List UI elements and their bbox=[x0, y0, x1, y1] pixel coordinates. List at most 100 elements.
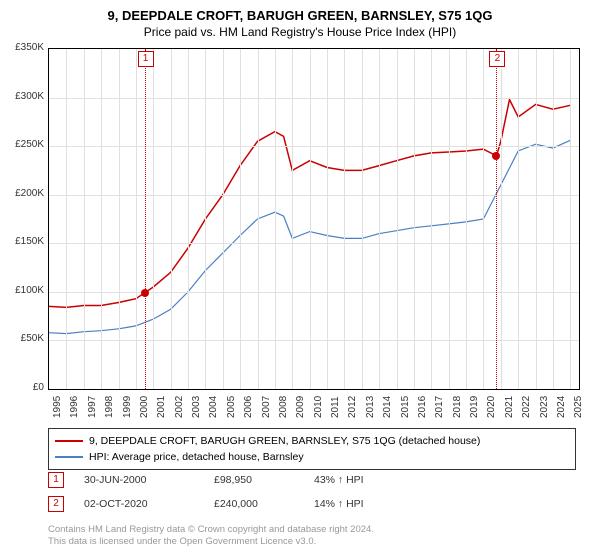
x-axis-label: 2011 bbox=[330, 396, 341, 418]
x-axis-label: 2020 bbox=[486, 396, 497, 418]
page-subtitle: Price paid vs. HM Land Registry's House … bbox=[0, 23, 600, 39]
x-axis-label: 2015 bbox=[400, 396, 411, 418]
sale-vline bbox=[496, 49, 497, 389]
gridline bbox=[205, 49, 206, 389]
gridline bbox=[49, 146, 579, 147]
x-axis-label: 2023 bbox=[539, 396, 550, 418]
gridline bbox=[553, 49, 554, 389]
y-axis-label: £300K bbox=[0, 91, 44, 102]
legend-label: HPI: Average price, detached house, Barn… bbox=[89, 451, 304, 463]
gridline bbox=[518, 49, 519, 389]
x-axis-label: 1995 bbox=[52, 396, 63, 418]
x-axis-label: 2012 bbox=[347, 396, 358, 418]
x-axis-label: 2005 bbox=[226, 396, 237, 418]
table-row: 1 30-JUN-2000 £98,950 43% ↑ HPI bbox=[48, 468, 414, 492]
sale-delta: 14% ↑ HPI bbox=[314, 498, 414, 510]
gridline bbox=[188, 49, 189, 389]
gridline bbox=[49, 195, 579, 196]
page-title: 9, DEEPDALE CROFT, BARUGH GREEN, BARNSLE… bbox=[0, 0, 600, 23]
sale-date: 02-OCT-2020 bbox=[84, 498, 214, 510]
gridline bbox=[414, 49, 415, 389]
gridline bbox=[310, 49, 311, 389]
sale-marker-box: 2 bbox=[489, 51, 505, 67]
sale-price: £98,950 bbox=[214, 474, 314, 486]
x-axis-label: 2008 bbox=[278, 396, 289, 418]
gridline bbox=[570, 49, 571, 389]
x-axis-label: 2013 bbox=[365, 396, 376, 418]
gridline bbox=[449, 49, 450, 389]
y-axis-label: £0 bbox=[0, 382, 44, 393]
x-axis-label: 2009 bbox=[295, 396, 306, 418]
gridline bbox=[240, 49, 241, 389]
gridline bbox=[49, 243, 579, 244]
x-axis-label: 2000 bbox=[139, 396, 150, 418]
gridline bbox=[49, 340, 579, 341]
gridline bbox=[153, 49, 154, 389]
gridline bbox=[84, 49, 85, 389]
gridline bbox=[66, 49, 67, 389]
gridline bbox=[275, 49, 276, 389]
sale-dot-icon bbox=[492, 152, 500, 160]
legend-label: 9, DEEPDALE CROFT, BARUGH GREEN, BARNSLE… bbox=[89, 435, 480, 447]
gridline bbox=[431, 49, 432, 389]
x-axis-label: 2014 bbox=[382, 396, 393, 418]
x-axis-label: 1998 bbox=[104, 396, 115, 418]
gridline bbox=[292, 49, 293, 389]
y-axis-label: £250K bbox=[0, 139, 44, 150]
legend-swatch bbox=[55, 456, 83, 458]
x-axis-label: 2016 bbox=[417, 396, 428, 418]
x-axis-label: 1996 bbox=[69, 396, 80, 418]
gridline bbox=[483, 49, 484, 389]
gridline bbox=[362, 49, 363, 389]
sale-marker-icon: 1 bbox=[48, 472, 64, 488]
footer-attribution: Contains HM Land Registry data © Crown c… bbox=[48, 524, 374, 549]
gridline bbox=[49, 292, 579, 293]
legend-swatch bbox=[55, 440, 83, 442]
gridline bbox=[379, 49, 380, 389]
x-axis-label: 2025 bbox=[573, 396, 584, 418]
sale-vline bbox=[145, 49, 146, 389]
table-row: 2 02-OCT-2020 £240,000 14% ↑ HPI bbox=[48, 492, 414, 516]
gridline bbox=[223, 49, 224, 389]
x-axis-label: 2018 bbox=[452, 396, 463, 418]
x-axis-label: 2022 bbox=[521, 396, 532, 418]
x-axis-label: 2019 bbox=[469, 396, 480, 418]
x-axis-label: 2017 bbox=[434, 396, 445, 418]
sale-marker-icon: 2 bbox=[48, 496, 64, 512]
footer-line: This data is licensed under the Open Gov… bbox=[48, 536, 374, 548]
gridline bbox=[119, 49, 120, 389]
footer-line: Contains HM Land Registry data © Crown c… bbox=[48, 524, 374, 536]
gridline bbox=[536, 49, 537, 389]
y-axis-label: £100K bbox=[0, 285, 44, 296]
sales-table: 1 30-JUN-2000 £98,950 43% ↑ HPI 2 02-OCT… bbox=[48, 468, 414, 516]
gridline bbox=[49, 98, 579, 99]
x-axis-label: 2021 bbox=[504, 396, 515, 418]
gridline bbox=[466, 49, 467, 389]
y-axis-label: £200K bbox=[0, 188, 44, 199]
x-axis-label: 2001 bbox=[156, 396, 167, 418]
x-axis-label: 1999 bbox=[122, 396, 133, 418]
gridline bbox=[501, 49, 502, 389]
gridline bbox=[344, 49, 345, 389]
x-axis-label: 2010 bbox=[313, 396, 324, 418]
sale-price: £240,000 bbox=[214, 498, 314, 510]
gridline bbox=[171, 49, 172, 389]
chart-lines bbox=[49, 49, 579, 389]
gridline bbox=[327, 49, 328, 389]
y-axis-label: £350K bbox=[0, 42, 44, 53]
gridline bbox=[136, 49, 137, 389]
sale-delta: 43% ↑ HPI bbox=[314, 474, 414, 486]
gridline bbox=[397, 49, 398, 389]
gridline bbox=[258, 49, 259, 389]
y-axis-label: £50K bbox=[0, 333, 44, 344]
sale-dot-icon bbox=[141, 289, 149, 297]
x-axis-label: 2006 bbox=[243, 396, 254, 418]
sale-date: 30-JUN-2000 bbox=[84, 474, 214, 486]
x-axis-label: 2004 bbox=[208, 396, 219, 418]
x-axis-label: 1997 bbox=[87, 396, 98, 418]
chart-legend: 9, DEEPDALE CROFT, BARUGH GREEN, BARNSLE… bbox=[48, 428, 576, 470]
legend-item-hpi: HPI: Average price, detached house, Barn… bbox=[55, 449, 569, 465]
gridline bbox=[101, 49, 102, 389]
sale-marker-box: 1 bbox=[138, 51, 154, 67]
x-axis-label: 2003 bbox=[191, 396, 202, 418]
